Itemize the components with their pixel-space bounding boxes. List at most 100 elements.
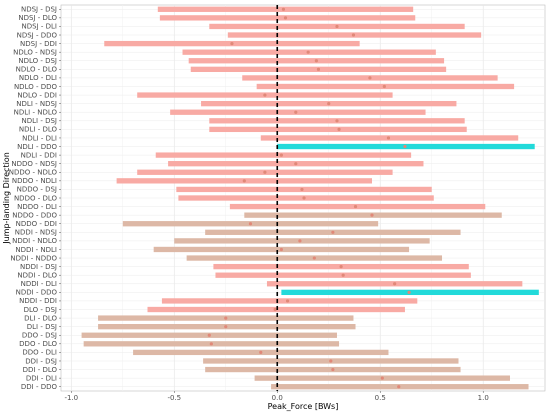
x-tick-label: -1.0	[64, 394, 78, 402]
x-tick-label: 0.0	[272, 394, 283, 402]
estimate-points	[207, 7, 411, 389]
estimate-point	[386, 136, 391, 140]
estimate-point	[329, 359, 333, 363]
estimate-point	[302, 196, 306, 200]
y-tick-label: NDLO - DSJ	[18, 57, 57, 65]
y-tick-label: NDSJ - DDO	[17, 31, 58, 39]
y-tick-label: NDLI - DDI	[21, 151, 57, 159]
interval-bar	[229, 203, 486, 210]
estimate-point	[368, 76, 372, 80]
y-tick-label: NDLI - NDLO	[14, 109, 58, 117]
x-tick-label: 0.5	[375, 394, 386, 402]
estimate-point	[339, 265, 343, 269]
y-tick-label: DDO - DLI	[22, 349, 57, 357]
interval-bar	[155, 152, 412, 158]
estimate-point	[341, 273, 345, 277]
estimate-point	[242, 179, 246, 183]
y-tick-label: NDDI - DLI	[21, 280, 57, 288]
estimate-point	[273, 307, 277, 312]
estimate-point	[331, 230, 335, 234]
y-tick-label: NDLI - NDSJ	[16, 100, 57, 108]
y-tick-label: DDI - DLO	[23, 366, 58, 374]
estimate-point	[263, 170, 267, 174]
estimate-point	[300, 187, 304, 192]
y-tick-label: DLI - DSJ	[27, 323, 57, 331]
y-tick-label: DDI - DLI	[26, 374, 57, 382]
estimate-point	[331, 367, 335, 372]
y-tick-label: NDDI - NDDO	[10, 254, 57, 262]
estimate-point	[407, 290, 411, 294]
estimate-point	[224, 316, 228, 320]
estimate-point	[294, 162, 298, 166]
interval-bar	[170, 109, 426, 115]
y-tick-label: NDDO - NDLI	[12, 177, 57, 185]
y-tick-label: NDDO - NDSJ	[11, 160, 57, 168]
estimate-point	[283, 16, 288, 20]
interval-bar	[178, 195, 434, 201]
y-tick-label: NDSJ - DDI	[20, 40, 57, 48]
y-tick-label: DDO - DLO	[19, 340, 57, 348]
y-tick-label: DDO - DSJ	[22, 332, 57, 340]
x-tick-labels: -1.0 -0.5 0.0 0.5 1.0	[64, 391, 489, 402]
x-tick-label: 1.0	[478, 394, 489, 402]
estimate-point	[335, 24, 339, 29]
estimate-point	[382, 84, 386, 89]
estimate-point	[209, 342, 213, 346]
estimate-point	[248, 222, 253, 226]
estimate-point	[298, 239, 302, 243]
interval-bar	[159, 15, 416, 21]
y-tick-label: NDDO - DSJ	[17, 186, 57, 194]
y-tick-label: DLI - DLO	[24, 314, 57, 322]
estimate-point	[281, 7, 286, 11]
y-tick-label: NDSJ - DLI	[22, 23, 57, 31]
y-tick-label: NDSJ - DSJ	[21, 6, 57, 14]
y-tick-label: DDI - DDO	[21, 383, 58, 391]
y-tick-label: NDLO - DDO	[14, 83, 58, 91]
estimate-point	[403, 144, 407, 149]
estimate-point	[230, 42, 234, 46]
y-tick-label: NDLI - DLO	[19, 126, 58, 134]
estimate-point	[316, 67, 321, 71]
y-tick-label: NDLI - DDO	[17, 143, 57, 151]
y-tick-label: NDDO - DLO	[14, 194, 58, 202]
y-tick-label: NDDO - DDO	[12, 211, 57, 219]
y-tick-label: NDDO - DLI	[17, 203, 57, 211]
y-tick-label: NDLO - DLI	[19, 74, 57, 82]
estimate-point	[351, 33, 356, 37]
y-tick-label: DLO - DSJ	[24, 306, 57, 314]
y-tick-label: NDLI - DLI	[22, 134, 57, 142]
estimate-point	[306, 50, 310, 54]
y-tick-label: NDDI - DDO	[16, 289, 58, 297]
estimate-point	[224, 325, 228, 329]
estimate-point	[370, 213, 374, 217]
x-tick-label: -0.5	[167, 394, 181, 402]
estimate-point	[279, 153, 283, 157]
y-tick-label: NDDO - DDI	[16, 220, 57, 228]
estimate-point	[380, 376, 384, 380]
estimate-point	[263, 93, 267, 97]
estimate-point	[312, 256, 316, 260]
y-tick-label: NDDI - NDSJ	[15, 229, 57, 237]
y-tick-label: NDDI - NDLI	[15, 246, 57, 254]
estimate-point	[314, 59, 318, 63]
y-tick-label: NDLO - DLO	[16, 66, 58, 74]
x-axis-title: Peak_Force [BWs]	[268, 402, 339, 411]
estimate-point	[285, 299, 290, 303]
y-tick-label: NDDI - DDI	[19, 297, 57, 305]
y-tick-label: NDLO - DDI	[17, 91, 57, 99]
estimate-point	[294, 110, 298, 114]
interval-bar	[174, 238, 430, 244]
estimate-point	[259, 350, 263, 354]
estimate-point	[335, 119, 339, 123]
y-tick-label: DDI - DSJ	[25, 357, 57, 365]
interval-bar	[157, 6, 414, 12]
y-tick-label: NDDI - DSJ	[20, 263, 57, 271]
estimate-point	[207, 333, 211, 337]
y-tick-label: NDLO - NDSJ	[13, 48, 57, 56]
interval-bar	[161, 298, 418, 304]
estimate-point	[337, 127, 341, 131]
estimate-point	[353, 204, 358, 209]
estimate-point	[279, 247, 283, 252]
